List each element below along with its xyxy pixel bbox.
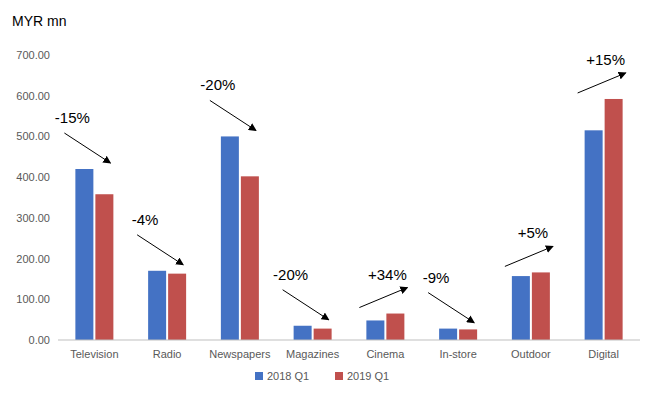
y-tick [55, 258, 58, 259]
annotation-arrow [210, 100, 256, 130]
chart: MYR mn 0.00 100.00 200.00 300.00 400.00 500.00… [0, 0, 650, 400]
bar [532, 272, 550, 340]
bar [168, 274, 186, 340]
annotation: +15% [586, 51, 625, 68]
annotation-arrow [428, 293, 474, 323]
y-tick-label: 0.00 [29, 334, 50, 346]
x-tick-label: Radio [153, 348, 182, 360]
chart-svg: MYR mn 0.00 100.00 200.00 300.00 400.00 500.00… [0, 0, 650, 400]
y-tick-label: 200.00 [16, 253, 50, 265]
x-tick-label: Digital [588, 348, 619, 360]
x-axis-line [58, 340, 640, 341]
y-tick [55, 55, 58, 56]
y-tick [55, 95, 58, 96]
annotation-arrow [137, 235, 183, 265]
x-tick-label: Television [70, 348, 118, 360]
y-tick-label: 600.00 [16, 90, 50, 102]
y-tick [55, 136, 58, 137]
y-tick [55, 340, 58, 341]
annotation: -20% [273, 266, 308, 283]
annotation: -9% [423, 269, 450, 286]
y-tick-label: 300.00 [16, 212, 50, 224]
annotation: -15% [55, 109, 90, 126]
bar [512, 276, 530, 340]
bar [75, 169, 93, 340]
y-tick-label: 700.00 [16, 49, 50, 61]
bar [294, 326, 312, 340]
annotation: -20% [200, 76, 235, 93]
y-tick-label: 400.00 [16, 171, 50, 183]
legend-swatch [255, 372, 263, 380]
annotation: -4% [132, 211, 159, 228]
bar [95, 194, 113, 340]
x-tick-label: Outdoor [511, 348, 551, 360]
y-tick [55, 217, 58, 218]
bar [386, 314, 404, 340]
annotation-arrow [359, 288, 407, 308]
x-tick-label: Cinema [366, 348, 405, 360]
legend-label: 2019 Q1 [347, 370, 389, 382]
annotation-arrow [283, 290, 329, 320]
bar [366, 320, 384, 340]
annotation-arrow [505, 246, 553, 266]
annotation: +5% [518, 224, 548, 241]
bar [314, 329, 332, 340]
y-tick-label: 500.00 [16, 130, 50, 142]
bar [148, 271, 166, 340]
x-tick-label: In-store [439, 348, 476, 360]
bar [221, 136, 239, 340]
bar [241, 176, 259, 340]
y-tick [55, 177, 58, 178]
y-axis-label: MYR mn [12, 13, 66, 29]
y-tick [55, 299, 58, 300]
annotation-arrow [64, 133, 110, 163]
annotation: +34% [368, 266, 407, 283]
annotation-arrow [578, 73, 626, 93]
bar [605, 99, 623, 340]
bar [585, 130, 603, 340]
y-tick-label: 100.00 [16, 293, 50, 305]
x-tick-label: Newspapers [209, 348, 271, 360]
legend-swatch [335, 372, 343, 380]
bars [75, 99, 622, 340]
bar [459, 329, 477, 340]
legend-label: 2018 Q1 [267, 370, 309, 382]
x-tick-label: Magazines [286, 348, 340, 360]
bar [439, 329, 457, 340]
